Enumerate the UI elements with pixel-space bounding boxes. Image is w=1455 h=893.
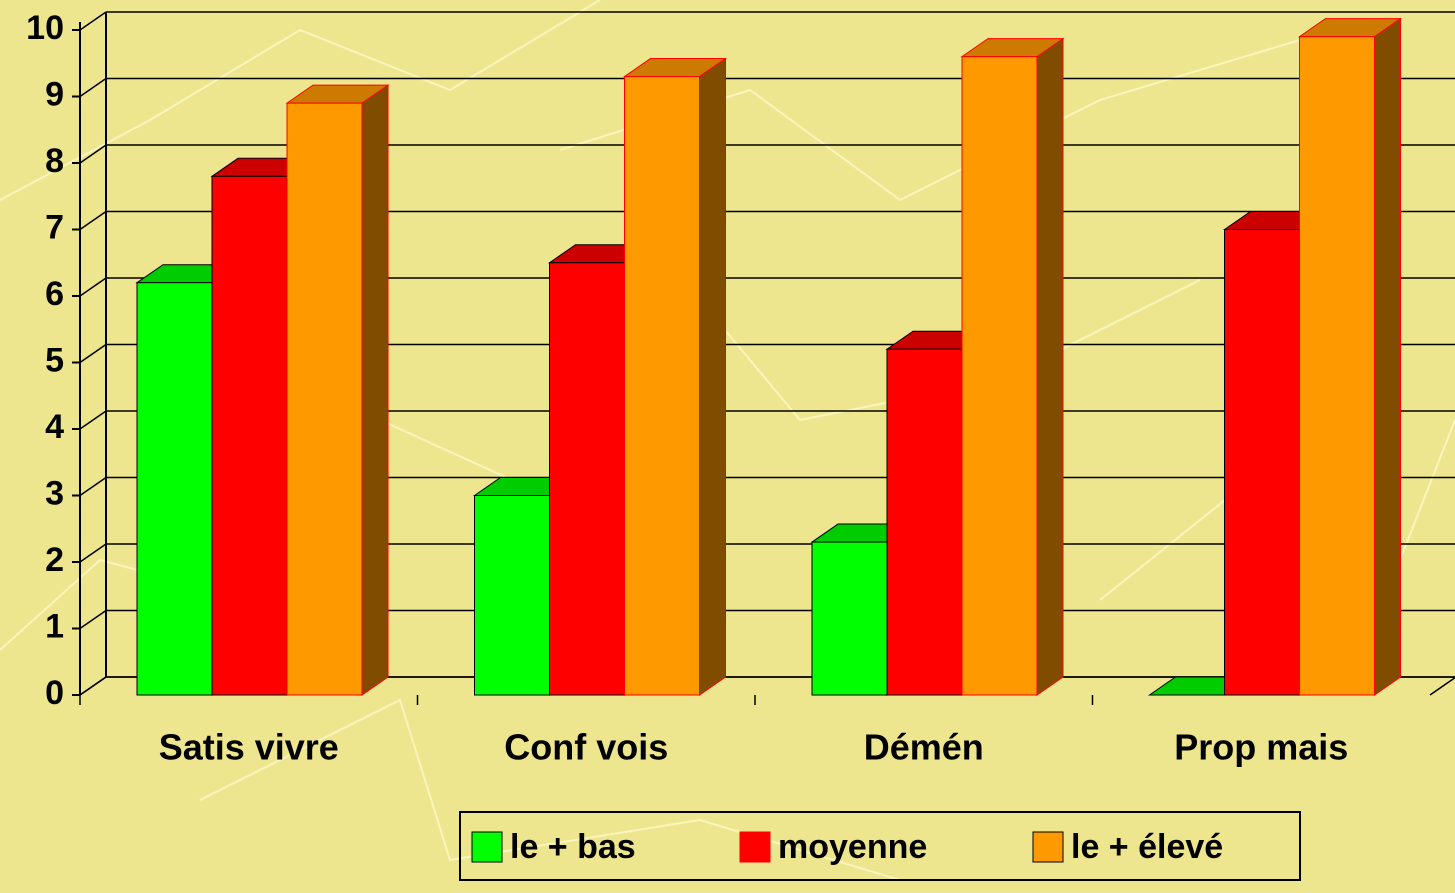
y-tick-label: 3 xyxy=(45,474,64,512)
grid-line xyxy=(79,210,107,231)
grid-line xyxy=(79,609,107,630)
y-tick-label: 4 xyxy=(45,408,64,446)
legend-label: le + bas xyxy=(510,828,636,866)
legend-box xyxy=(459,811,1301,881)
bar-side xyxy=(1036,37,1064,696)
legend-label: moyenne xyxy=(778,828,927,866)
grid-line xyxy=(79,144,107,164)
x-tick-label: Prop mais xyxy=(1174,727,1348,768)
y-tick-label: 8 xyxy=(45,142,64,180)
bar xyxy=(961,56,1038,696)
bar xyxy=(474,495,550,696)
y-tick-label: 10 xyxy=(26,9,64,47)
bar xyxy=(286,102,363,696)
x-tick-label: Conf vois xyxy=(504,727,668,768)
bar xyxy=(136,282,213,696)
grid-line xyxy=(79,277,107,297)
y-tick-label: 5 xyxy=(45,341,64,379)
bar-side xyxy=(699,57,726,696)
bar xyxy=(211,175,288,696)
bar-side xyxy=(361,84,389,696)
legend-swatch xyxy=(1032,831,1064,863)
y-tick-label: 6 xyxy=(45,275,64,313)
legend-swatch xyxy=(471,831,503,863)
legend-label: le + élevé xyxy=(1071,828,1223,866)
grid-line xyxy=(79,476,107,497)
legend-swatch xyxy=(739,831,771,863)
bar xyxy=(886,348,963,696)
bar xyxy=(811,541,888,696)
bar xyxy=(1224,229,1300,696)
grid-line xyxy=(79,343,107,364)
y-tick-label: 0 xyxy=(45,674,64,712)
y-tick-label: 7 xyxy=(45,208,64,246)
y-tick-label: 2 xyxy=(45,541,64,579)
grid-line xyxy=(79,676,107,696)
bar-side xyxy=(1374,17,1401,696)
y-tick-label: 1 xyxy=(45,607,64,645)
grid-line xyxy=(79,543,107,563)
x-tick-label: Démén xyxy=(864,727,984,768)
bar xyxy=(1299,36,1375,696)
bar xyxy=(549,262,625,696)
bar xyxy=(624,76,700,696)
y-tick-label: 9 xyxy=(45,75,64,113)
grid-line xyxy=(79,410,107,430)
grid-line xyxy=(79,11,107,31)
x-tick-label: Satis vivre xyxy=(159,727,339,768)
grid-line xyxy=(79,77,107,98)
